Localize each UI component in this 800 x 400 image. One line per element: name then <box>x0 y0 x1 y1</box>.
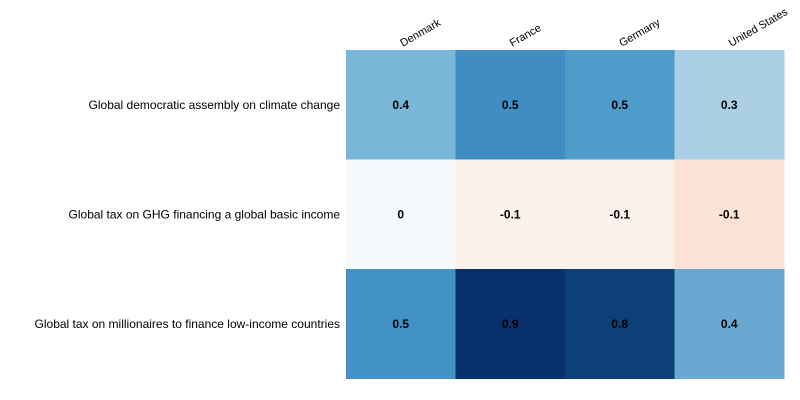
heatmap-cell <box>346 269 456 379</box>
cell-value-label: 0.9 <box>502 317 519 331</box>
heatmap-cell <box>674 50 785 160</box>
cell-value-label: 0.5 <box>611 98 628 112</box>
cell-value-label: -0.1 <box>719 207 740 221</box>
row-label: Global tax on millionaires to finance lo… <box>35 317 340 331</box>
row-label: Global tax on GHG financing a global bas… <box>69 207 341 221</box>
heatmap-cell <box>455 50 566 160</box>
row-label: Global democratic assembly on climate ch… <box>89 98 341 112</box>
heatmap-cell <box>455 269 566 379</box>
heatmap-cell <box>674 269 785 379</box>
heatmap-cell <box>346 50 456 160</box>
cell-value-label: 0 <box>397 207 404 221</box>
cell-value-label: 0.4 <box>392 98 409 112</box>
heatmap-cell <box>565 159 675 270</box>
heatmap-cell <box>565 269 675 379</box>
column-label: Denmark <box>398 17 443 50</box>
column-label: United States <box>727 6 791 50</box>
heatmap-cell <box>674 159 785 270</box>
heatmap-cell <box>455 159 566 270</box>
cell-value-label: 0.5 <box>392 317 409 331</box>
cell-value-label: 0.5 <box>502 98 519 112</box>
cell-value-label: -0.1 <box>500 207 521 221</box>
heatmap-cell <box>565 50 675 160</box>
cell-value-label: 0.8 <box>611 317 628 331</box>
heatmap-cell <box>346 159 456 270</box>
cell-value-label: 0.4 <box>721 317 738 331</box>
cell-value-label: 0.3 <box>721 98 738 112</box>
cell-value-label: -0.1 <box>609 207 630 221</box>
column-label: France <box>508 22 544 50</box>
column-label: Germany <box>617 16 663 49</box>
